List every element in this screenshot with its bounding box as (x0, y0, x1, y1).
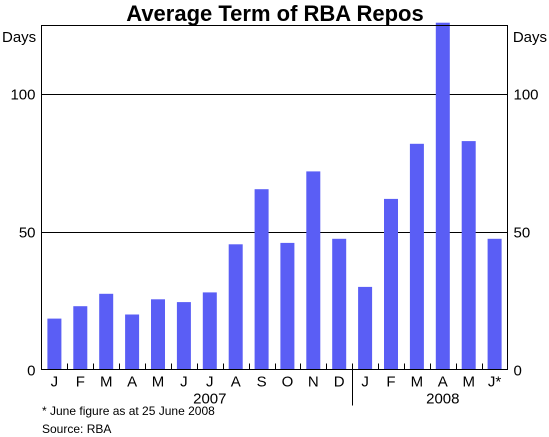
x-tick-label: A (231, 374, 241, 391)
bar-3 (99, 293, 114, 370)
x-tick-label: J* (488, 374, 502, 391)
x-tick-label: N (308, 374, 319, 391)
y-tick-label-right: 0 (514, 363, 522, 380)
bar-11 (306, 171, 321, 370)
x-tick-label: A (127, 374, 137, 391)
x-tick-label: J (51, 374, 59, 391)
bar-1 (47, 318, 62, 370)
bar-10 (280, 242, 295, 370)
bar-9 (254, 189, 269, 370)
bar-7 (202, 292, 217, 370)
bar-4 (125, 314, 140, 370)
plot-frame (41, 25, 508, 370)
year-label-2007: 2007 (193, 391, 226, 408)
x-tick-label: J (361, 374, 369, 391)
x-tick-label: F (386, 374, 395, 391)
bar-2 (73, 306, 88, 370)
bar-13 (358, 286, 373, 370)
x-tick-label: M (411, 374, 424, 391)
y-axis-label-right: Days (513, 29, 547, 46)
bar-6 (176, 302, 191, 370)
bar-18 (487, 238, 502, 370)
x-tick-label: A (438, 374, 448, 391)
x-tick-label: M (152, 374, 165, 391)
year-label-2008: 2008 (426, 391, 459, 408)
y-tick-label-left: 50 (19, 225, 36, 242)
y-tick-label-left: 100 (10, 87, 35, 104)
bar-16 (435, 22, 450, 370)
bar-12 (332, 238, 347, 370)
chart-title: Average Term of RBA Repos (126, 1, 423, 26)
bar-8 (228, 244, 243, 370)
x-tick-label: M (462, 374, 475, 391)
x-tick-label: O (282, 374, 294, 391)
y-axis-label-left: Days (2, 29, 36, 46)
bars (47, 22, 502, 370)
y-tick-label-left: 0 (27, 363, 35, 380)
bar-15 (409, 143, 424, 370)
bar-17 (461, 141, 476, 370)
source-note: Source: RBA (42, 422, 111, 436)
gridlines (41, 94, 508, 233)
axis-ticks (67, 363, 483, 406)
y-tick-label-right: 100 (514, 87, 539, 104)
x-tick-label: M (100, 374, 113, 391)
footnote: * June figure as at 25 June 2008 (42, 404, 215, 418)
x-tick-label: F (76, 374, 85, 391)
bar-5 (151, 299, 165, 370)
x-tick-label: D (334, 374, 345, 391)
x-tick-label: J (206, 374, 214, 391)
y-tick-label-right: 50 (514, 225, 531, 242)
x-tick-label: J (180, 374, 188, 391)
bar-14 (384, 198, 398, 370)
x-tick-label: S (257, 374, 267, 391)
